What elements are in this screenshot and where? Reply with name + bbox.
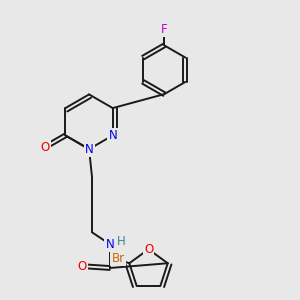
Text: Br: Br [112,252,125,265]
Text: N: N [85,142,93,156]
Text: O: O [41,140,50,154]
Text: O: O [78,260,87,273]
Text: N: N [106,238,114,251]
Text: N: N [108,129,117,142]
Text: O: O [144,243,153,256]
Text: H: H [117,235,125,248]
Text: F: F [161,22,168,35]
